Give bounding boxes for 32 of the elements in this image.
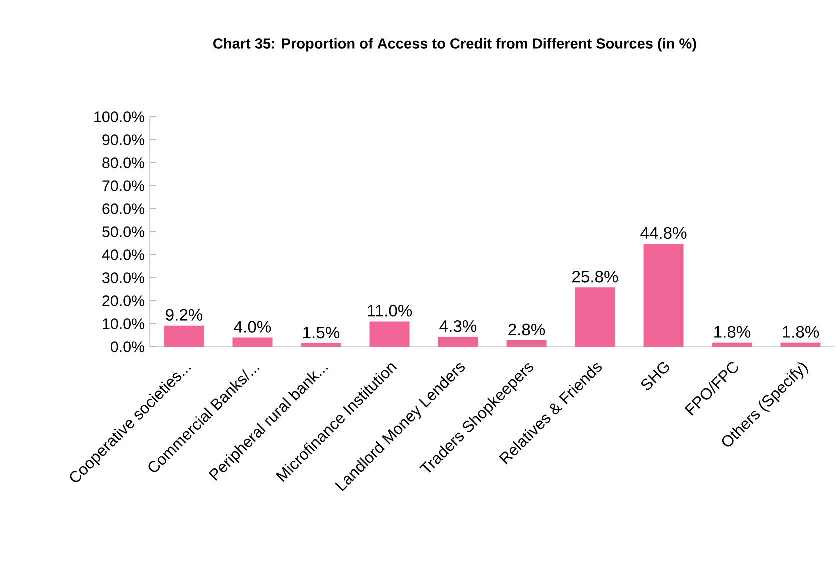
y-tick-label: 80.0% (102, 158, 145, 168)
data-label: 11.0% (368, 305, 412, 317)
y-tick-label: 60.0% (102, 204, 145, 214)
y-tick-label: 10.0% (103, 318, 145, 330)
bar (780, 342, 821, 347)
data-label: 44.8% (640, 227, 687, 240)
bar (370, 322, 410, 347)
data-label: 1.5% (304, 326, 340, 339)
data-label: 2.8% (508, 324, 546, 336)
y-tick-label: 30.0% (102, 272, 145, 284)
chart-title: Chart 35: Proportion of Access to Credit from Different Sources (in %) (214, 38, 696, 52)
y-tick-label: 90.0% (102, 134, 145, 146)
data-label: 4.0% (234, 321, 272, 333)
bar (232, 338, 273, 347)
y-tick-label: 20.0% (102, 296, 145, 306)
data-label: 9.2% (166, 309, 203, 321)
data-label: 25.8% (572, 271, 618, 283)
bar (575, 288, 616, 347)
bar (506, 340, 547, 347)
bar (164, 326, 204, 347)
data-label: 1.8% (714, 326, 751, 338)
bar (712, 342, 752, 347)
bar (438, 337, 478, 347)
y-tick-label: 100.0% (94, 112, 145, 122)
y-tick-label: 0.0% (111, 342, 145, 352)
data-label: 4.3% (440, 320, 477, 332)
y-tick-label: 40.0% (102, 250, 145, 260)
y-tick-label: 50.0% (102, 226, 145, 238)
y-tick-label: 70.0% (102, 180, 145, 192)
bar (644, 244, 684, 347)
data-label: 1.8% (783, 326, 820, 338)
bar (301, 344, 342, 347)
